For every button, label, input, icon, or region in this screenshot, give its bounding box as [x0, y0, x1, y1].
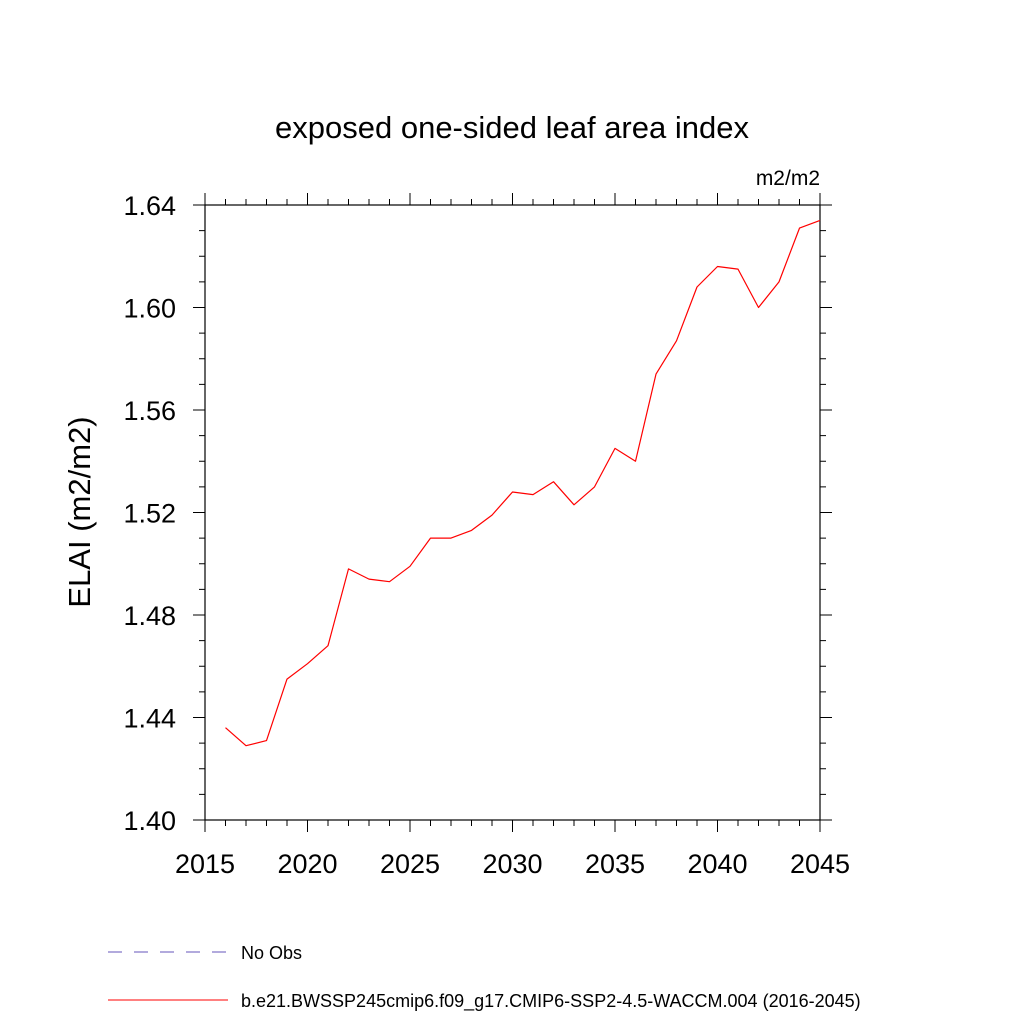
x-tick-label: 2035: [585, 849, 645, 879]
y-tick-label: 1.48: [123, 601, 176, 631]
chart-title: exposed one-sided leaf area index: [275, 110, 749, 145]
y-tick-label: 1.52: [123, 499, 176, 529]
axis-ticks: [193, 193, 832, 832]
legend-label: No Obs: [241, 943, 302, 963]
series-line: [225, 219, 821, 747]
x-tick-label: 2025: [380, 849, 440, 879]
y-tick-label: 1.60: [123, 294, 176, 324]
plot-frame: [204, 204, 821, 821]
y-tick-label: 1.56: [123, 396, 176, 426]
legend-label: b.e21.BWSSP245cmip6.f09_g17.CMIP6-SSP2-4…: [241, 991, 861, 1012]
y-tick-label: 1.44: [123, 704, 176, 734]
x-tick-label: 2030: [482, 849, 542, 879]
x-tick-label: 2020: [277, 849, 337, 879]
y-tick-label: 1.40: [123, 806, 176, 836]
x-tick-label: 2045: [790, 849, 850, 879]
units-label: m2/m2: [756, 167, 820, 190]
y-tick-label: 1.64: [123, 191, 176, 221]
x-tick-label: 2040: [687, 849, 747, 879]
legend: No Obs b.e21.BWSSP245cmip6.f09_g17.CMIP6-…: [108, 943, 861, 1012]
axis-tick-labels: 2015 2020 2025 2030 2035 2040 2045 1.40 1.44 1.48…: [123, 191, 850, 879]
series-lines: [225, 219, 821, 747]
x-tick-label: 2015: [175, 849, 235, 879]
y-axis-label: ELAI (m2/m2): [62, 416, 97, 607]
